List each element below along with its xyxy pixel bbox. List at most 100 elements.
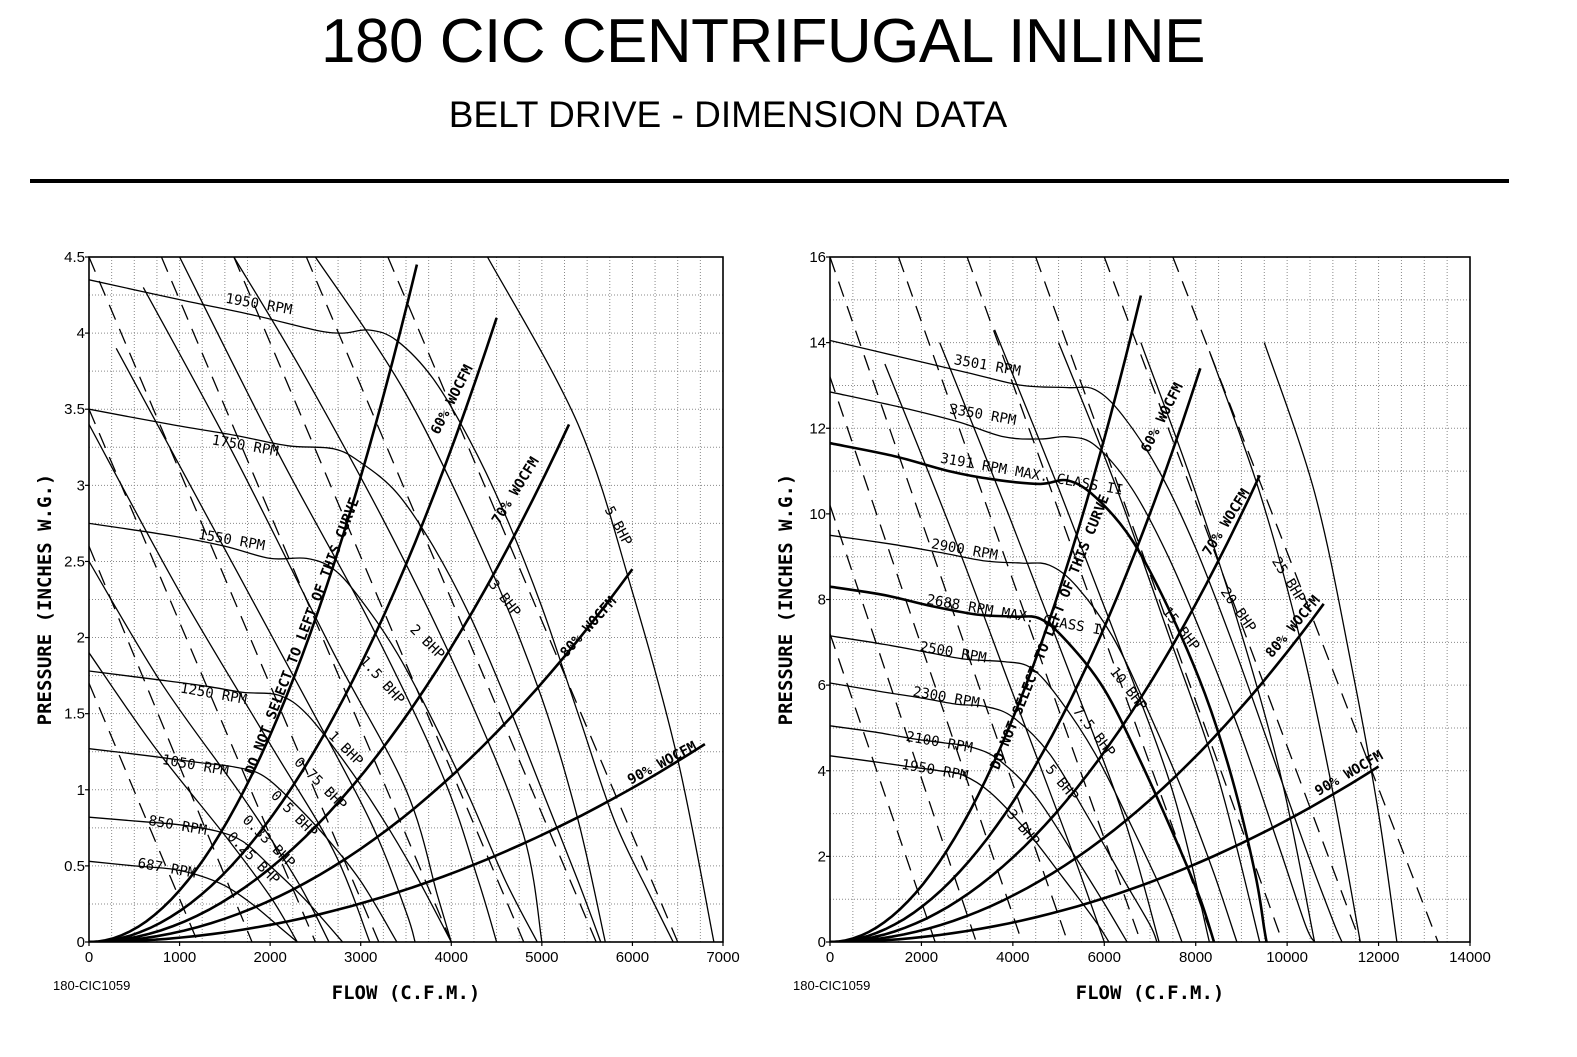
x-tick-label: 4000 bbox=[996, 949, 1029, 966]
woc-curve-60-wocfm bbox=[89, 317, 498, 942]
rpm-label: 1250 RPM bbox=[179, 681, 248, 708]
y-tick-label: 14 bbox=[809, 335, 826, 352]
x-tick-label: 5000 bbox=[525, 949, 558, 966]
bhp-curve-3-bhp bbox=[314, 257, 606, 942]
dashed-line bbox=[89, 408, 317, 942]
woc-curve-do-not-select-to-left-of-this-curve bbox=[89, 264, 419, 942]
bhp-curve-1-bhp bbox=[142, 287, 452, 942]
rpm-label: 1550 RPM bbox=[197, 527, 266, 554]
rpm-label: 2900 RPM bbox=[930, 536, 999, 563]
bhp-curve-15-bhp bbox=[1140, 342, 1316, 942]
woc-label: 70% WOCFM bbox=[1200, 486, 1254, 559]
rpm-curve-687-rpm bbox=[89, 860, 298, 942]
chart-svg: 0 1000 2000 3000 4000 5000 6000 7000 0 0.5 1 1.5 2 2.… bbox=[34, 249, 740, 1004]
bhp-label: 25 BHP bbox=[1268, 555, 1308, 606]
dashed-lines bbox=[830, 257, 1439, 942]
dashed-line bbox=[89, 545, 253, 942]
x-axis-label: FLOW (C.F.M.) bbox=[1076, 982, 1225, 1004]
grid bbox=[89, 257, 723, 942]
y-tick-label: 6 bbox=[818, 677, 826, 694]
y-tick-label: 4 bbox=[77, 325, 85, 342]
bhp-label: 5 BHP bbox=[601, 504, 635, 549]
bhp-label: 1.5 BHP bbox=[356, 653, 407, 708]
rpm-label: 2100 RPM bbox=[905, 729, 974, 756]
y-tick-label: 10 bbox=[809, 506, 826, 523]
x-tick-label: 0 bbox=[826, 949, 834, 966]
x-tick-label: 3000 bbox=[344, 949, 377, 966]
rpm-curve-2300-rpm bbox=[830, 682, 1158, 942]
rpm-curve-2688-rpm-max-class-i bbox=[830, 585, 1216, 942]
dashed-line bbox=[1103, 257, 1361, 942]
rpm-curve-850-rpm bbox=[89, 816, 344, 942]
rpm-curve-1550-rpm bbox=[89, 522, 538, 942]
bhp-curve-1-5-bhp bbox=[179, 257, 498, 942]
woc-curve-80-wocfm bbox=[89, 568, 634, 942]
bhp-curves bbox=[89, 257, 715, 942]
y-tick-label: 0 bbox=[77, 934, 85, 951]
x-tick-label: 6000 bbox=[1088, 949, 1121, 966]
bhp-curve-10-bhp bbox=[1057, 342, 1261, 942]
plot-area bbox=[89, 257, 715, 942]
x-tick-label: 7000 bbox=[706, 949, 739, 966]
woc-label: 80% WOCFM bbox=[557, 594, 620, 661]
rpm-label: 687 RPM bbox=[136, 856, 197, 882]
rpm-label: 2688 RPM MAX. CLASS I bbox=[925, 592, 1102, 638]
bhp-label: 2 BHP bbox=[406, 622, 447, 663]
rpm-curve-1750-rpm bbox=[89, 408, 602, 942]
woc-label: 60% WOCFM bbox=[1138, 380, 1187, 455]
bhp-curve-25-bhp bbox=[1263, 342, 1398, 942]
bhp-curve-3-bhp bbox=[884, 363, 1105, 942]
header-divider bbox=[30, 179, 1509, 183]
y-tick-label: 1.5 bbox=[64, 706, 85, 723]
rpm-label: 2300 RPM bbox=[912, 684, 981, 711]
chart-code: 180-CIC1059 bbox=[793, 978, 870, 993]
rpm-curve-1050-rpm bbox=[89, 748, 398, 942]
dashed-line bbox=[1035, 257, 1284, 942]
rpm-curve-2900-rpm bbox=[830, 534, 1238, 942]
page-subtitle: BELT DRIVE - DIMENSION DATA bbox=[448, 94, 1008, 135]
woc-curve-70-wocfm bbox=[830, 474, 1261, 942]
page-title: 180 CIC CENTRIFUGAL INLINE bbox=[321, 7, 1205, 76]
bhp-curve-2-bhp bbox=[233, 257, 543, 942]
dashed-line bbox=[89, 257, 380, 942]
y-tick-label: 1 bbox=[77, 782, 85, 799]
y-tick-label: 8 bbox=[818, 592, 826, 609]
y-tick-label: 12 bbox=[809, 420, 826, 437]
y-tick-label: 2.5 bbox=[64, 553, 85, 570]
x-tick-label: 8000 bbox=[1179, 949, 1212, 966]
x-tick-label: 1000 bbox=[163, 949, 196, 966]
rpm-curve-1950-rpm bbox=[830, 755, 1110, 942]
dashed-line bbox=[233, 257, 525, 942]
y-tick-label: 0 bbox=[818, 934, 826, 951]
y-tick-label: 2 bbox=[818, 848, 826, 865]
dashed-line bbox=[830, 633, 936, 942]
plot-frame bbox=[88, 256, 724, 943]
dashed-line bbox=[1172, 257, 1439, 942]
y-tick-label: 2 bbox=[77, 630, 85, 647]
woc-curve-80-wocfm bbox=[830, 603, 1325, 942]
bhp-curve-0-5-bhp bbox=[89, 424, 371, 942]
bhp-curve-20-bhp bbox=[1208, 350, 1361, 942]
woc-label: 70% WOCFM bbox=[489, 454, 543, 527]
woc-curves bbox=[89, 264, 706, 942]
bhp-curve-0-25-bhp bbox=[89, 652, 298, 942]
plot-area bbox=[830, 257, 1439, 942]
rpm-label: 1950 RPM bbox=[900, 757, 969, 784]
y-tick-label: 3.5 bbox=[64, 401, 85, 418]
y-axis-label: PRESSURE (INCHES W.G.) bbox=[775, 474, 797, 726]
rpm-label: 850 RPM bbox=[147, 813, 208, 839]
woc-curve-do-not-select-to-left-of-this-curve bbox=[830, 295, 1143, 942]
x-tick-label: 14000 bbox=[1449, 949, 1491, 966]
bhp-curve-7-5-bhp bbox=[993, 329, 1211, 942]
woc-curve-90-wocfm bbox=[830, 765, 1380, 942]
dashed-line bbox=[966, 257, 1215, 942]
x-tick-label: 0 bbox=[85, 949, 93, 966]
rpm-curve-1250-rpm bbox=[89, 670, 452, 942]
y-axis-label: PRESSURE (INCHES W.G.) bbox=[34, 474, 56, 726]
x-tick-label: 10000 bbox=[1266, 949, 1308, 966]
woc-curves bbox=[830, 295, 1380, 942]
rpm-label: 3350 RPM bbox=[948, 401, 1017, 428]
y-tick-label: 4 bbox=[818, 763, 826, 780]
rpm-curve-2100-rpm bbox=[830, 725, 1128, 942]
woc-curve-90-wocfm bbox=[89, 743, 706, 942]
